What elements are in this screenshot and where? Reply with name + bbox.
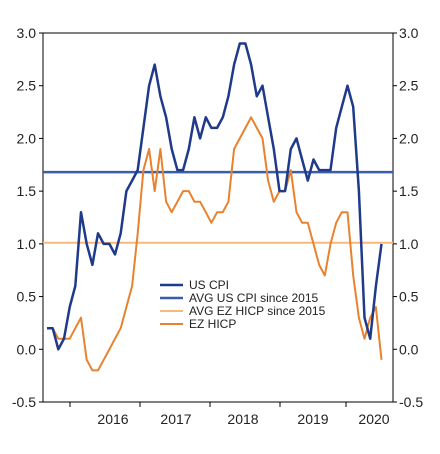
y-left-tick-label: 0.0 <box>17 341 37 357</box>
legend-label: US CPI <box>189 278 229 292</box>
y-right-tick-label: 1.5 <box>399 183 419 199</box>
x-tick-label: 2020 <box>358 411 389 427</box>
legend-label: AVG EZ HICP since 2015 <box>189 304 326 318</box>
y-right-tick-label: 0.5 <box>399 289 419 305</box>
y-left-tick-label: 3.0 <box>17 25 37 41</box>
y-right-tick-label: 2.0 <box>399 130 419 146</box>
y-right-tick-label: 3.0 <box>399 25 419 41</box>
y-left-tick-label: 0.5 <box>17 289 37 305</box>
y-left-tick-label: 1.5 <box>17 183 37 199</box>
y-left-tick-label: 1.0 <box>17 236 37 252</box>
y-left-tick-label: 2.0 <box>17 130 37 146</box>
y-left-tick-label: 2.5 <box>17 78 37 94</box>
y-left-tick-label: -0.5 <box>12 394 36 410</box>
y-right-tick-label: 2.5 <box>399 78 419 94</box>
x-tick-label: 2017 <box>160 411 191 427</box>
y-right-tick-label: 0.0 <box>399 341 419 357</box>
series-layer <box>43 42 393 372</box>
y-right-tick-label: 1.0 <box>399 236 419 252</box>
x-axis: 2016 2017 2018 2019 2020 <box>69 402 390 427</box>
y-axis-left: 3.0 2.5 2.0 1.5 1.0 0.5 0.0 -0.5 <box>12 25 43 410</box>
legend-label: EZ HICP <box>189 317 236 331</box>
y-axis-right: 3.0 2.5 2.0 1.5 1.0 0.5 0.0 -0.5 <box>393 25 423 410</box>
x-tick-label: 2019 <box>297 411 328 427</box>
plot-frame <box>42 32 394 403</box>
series-line-0 <box>47 42 383 351</box>
series-line-3 <box>47 116 383 372</box>
x-tick-label: 2016 <box>97 411 128 427</box>
y-right-tick-label: -0.5 <box>399 394 423 410</box>
x-tick-label: 2018 <box>227 411 258 427</box>
legend-label: AVG US CPI since 2015 <box>189 291 318 305</box>
